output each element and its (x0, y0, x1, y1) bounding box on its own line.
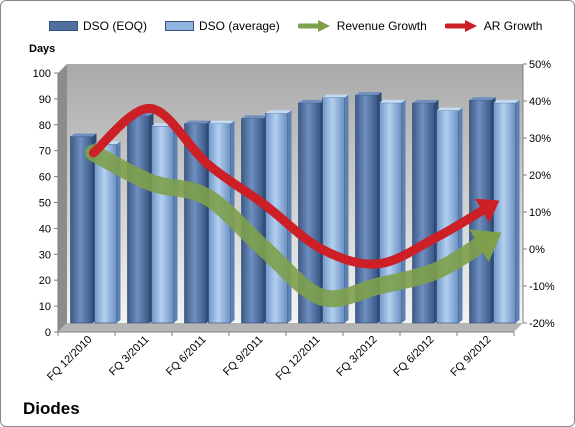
y2-tick-label-0: -20% (529, 318, 555, 330)
legend-arrow-ar-growth-icon (444, 20, 477, 32)
bar-dso-average-3-top (265, 110, 292, 114)
bar-dso-average-1-front (151, 125, 174, 324)
bar-dso-eoq-7-top (469, 97, 496, 101)
legend-label-dso-average: DSO (average) (199, 19, 280, 33)
legend-arrow-revenue-growth-icon (297, 20, 330, 32)
y2-tick-label-4: 20% (529, 170, 551, 182)
legend-label-revenue-growth: Revenue Growth (336, 19, 427, 33)
bar-dso-average-5-side (401, 99, 406, 323)
y-tick-label-10: 100 (33, 68, 51, 80)
bar-dso-average-7-front (493, 102, 516, 324)
plot-floor (58, 323, 523, 332)
bar-dso-average-3-side (287, 110, 292, 324)
bar-dso-eoq-0-top (70, 133, 97, 137)
x-tick-label-6: FQ 6/2012 (391, 334, 436, 379)
y-tick-label-8: 80 (39, 120, 51, 132)
y-tick-label-6: 60 (39, 172, 51, 184)
bar-dso-average-4-top (322, 94, 349, 98)
bar-dso-average-6-front (436, 110, 459, 324)
bar-dso-average-5-top (379, 99, 406, 103)
x-tick-label-5: FQ 3/2012 (334, 334, 379, 379)
legend-swatch-dso-eoq (49, 21, 78, 31)
legend-item-dso-average: DSO (average) (165, 19, 280, 33)
bar-dso-eoq-4-top (298, 99, 325, 103)
x-tick-label-4: FQ 12/2011 (274, 334, 323, 383)
line-ar-growth (89, 103, 487, 269)
legend-item-ar-growth: AR Growth (444, 18, 543, 34)
bar-dso-eoq-5-top (355, 92, 382, 96)
y-tick-label-0: 0 (45, 327, 51, 339)
y2-tick-label-3: 10% (529, 207, 551, 219)
bar-dso-average-4-side (344, 94, 349, 323)
bar-dso-eoq-6-front (412, 102, 435, 324)
bar-dso-average-0-side (116, 141, 121, 323)
line-revenue-growth (85, 144, 488, 308)
legend-swatch-dso-average (165, 21, 195, 31)
y-axis-title: Days (29, 43, 55, 55)
bar-dso-average-6-top (436, 107, 463, 111)
bar-dso-eoq-2-top (184, 120, 211, 124)
bar-dso-average-7 (493, 99, 520, 324)
bar-dso-average-1 (151, 123, 178, 324)
legend-item-revenue-growth: Revenue Growth (297, 18, 427, 34)
bar-dso-average-1-side (173, 123, 178, 323)
bar-dso-average-7-side (515, 99, 520, 323)
arrowhead-revenue-growth (469, 229, 502, 263)
x-tick-label-2: FQ 6/2011 (164, 334, 209, 379)
y2-tick-label-1: -10% (529, 281, 555, 293)
legend-label-dso-eoq: DSO (EOQ) (83, 19, 148, 33)
y-tick-label-5: 50 (39, 198, 51, 210)
bar-dso-average-6 (436, 107, 463, 324)
y-tick-label-9: 90 (39, 94, 51, 106)
arrowhead-ar-growth (475, 198, 500, 223)
y-tick-label-4: 40 (39, 223, 51, 235)
bar-dso-eoq-6 (412, 99, 439, 324)
bar-dso-average-7-top (493, 99, 520, 103)
bar-dso-eoq-1 (127, 112, 154, 324)
y2-tick-label-7: 50% (529, 59, 551, 71)
y-tick-label-3: 30 (39, 249, 51, 261)
x-tick-label-7: FQ 9/2012 (448, 334, 493, 379)
company-name: Diodes (23, 399, 80, 418)
x-tick-label-1: FQ 3/2011 (107, 334, 152, 379)
bar-dso-average-2-top (208, 120, 235, 124)
bar-dso-average-0 (94, 141, 121, 324)
y2-tick-label-5: 30% (529, 133, 551, 145)
plot-side-wall (58, 64, 67, 332)
y2-tick-label-6: 40% (529, 96, 551, 108)
bar-dso-average-5 (379, 99, 406, 324)
legend-item-dso-eoq: DSO (EOQ) (49, 19, 147, 33)
y2-tick-label-2: 0% (529, 244, 545, 256)
x-tick-label-3: FQ 9/2011 (221, 334, 266, 379)
x-tick-label-0: FQ 12/2010 (45, 334, 95, 384)
bar-dso-eoq-1-front (127, 115, 150, 324)
bar-dso-average-6-side (458, 107, 463, 324)
y-tick-label-1: 10 (39, 301, 51, 313)
bar-dso-average-4 (322, 94, 349, 324)
chart-legend: DSO (EOQ) DSO (average) Revenue Growth A… (49, 16, 560, 36)
bar-dso-eoq-6-top (412, 99, 439, 103)
bar-dso-eoq-3-top (241, 115, 268, 119)
legend-label-ar-growth: AR Growth (483, 19, 543, 33)
bar-dso-eoq-0-front (70, 136, 93, 324)
y-tick-label-7: 70 (39, 146, 51, 158)
y-tick-label-2: 20 (39, 275, 51, 287)
